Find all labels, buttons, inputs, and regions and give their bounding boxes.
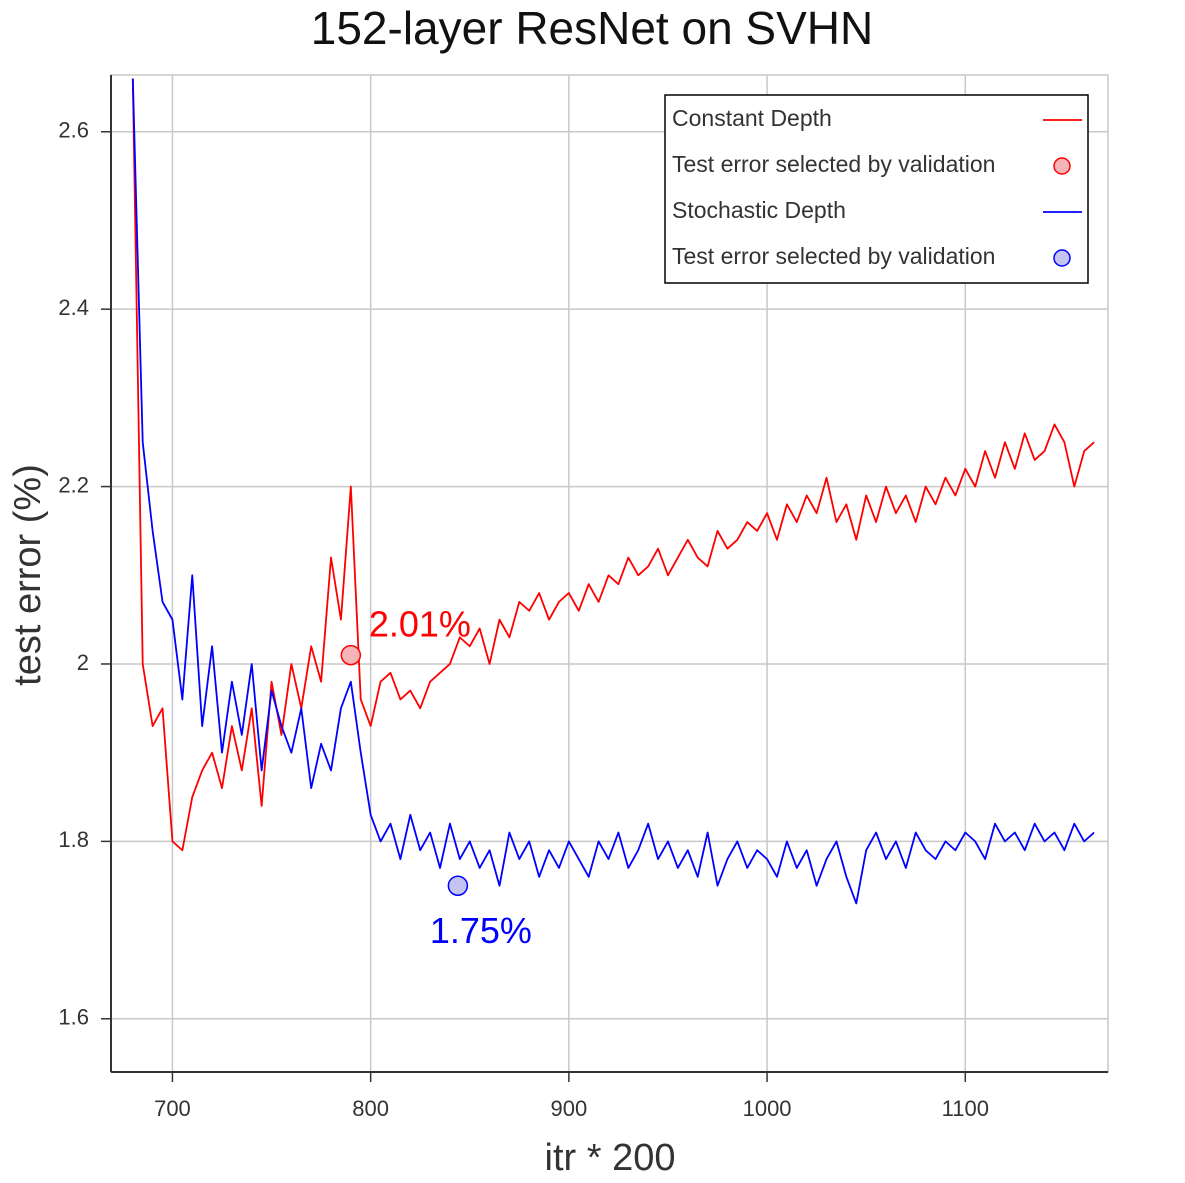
x-tick-label: 1100 <box>942 1096 989 1121</box>
x-axis-label: itr * 200 <box>545 1137 676 1179</box>
legend-label: Constant Depth <box>672 105 832 131</box>
data-line <box>131 78 1095 905</box>
data-label: 1.75% <box>430 910 532 951</box>
selected-point <box>340 644 362 666</box>
y-tick-label: 1.8 <box>58 827 89 852</box>
legend-swatch <box>1053 157 1071 175</box>
data-label: 2.01% <box>369 604 471 645</box>
y-tick-label: 2.6 <box>58 118 89 143</box>
y-tick-label: 1.6 <box>58 1005 89 1030</box>
y-tick-label: 2.4 <box>58 295 89 320</box>
legend-label: Test error selected by validation <box>672 243 995 269</box>
y-axis-label: test error (%) <box>7 464 49 686</box>
y-tick-label: 2 <box>77 650 89 675</box>
x-tick-label: 900 <box>551 1096 588 1121</box>
x-tick-label: 1000 <box>743 1096 792 1121</box>
legend-label: Stochastic Depth <box>672 197 846 223</box>
x-tick-label: 700 <box>154 1096 191 1121</box>
plot-area <box>131 78 1095 905</box>
legend-box <box>664 94 1089 284</box>
chart-title: 152-layer ResNet on SVHN <box>311 2 873 54</box>
y-tick-label: 2.2 <box>58 472 89 497</box>
legend-label: Test error selected by validation <box>672 151 995 177</box>
data-line <box>131 78 1095 852</box>
selected-point <box>447 875 469 896</box>
x-tick-label: 800 <box>352 1096 389 1121</box>
legend-swatch <box>1053 249 1071 267</box>
